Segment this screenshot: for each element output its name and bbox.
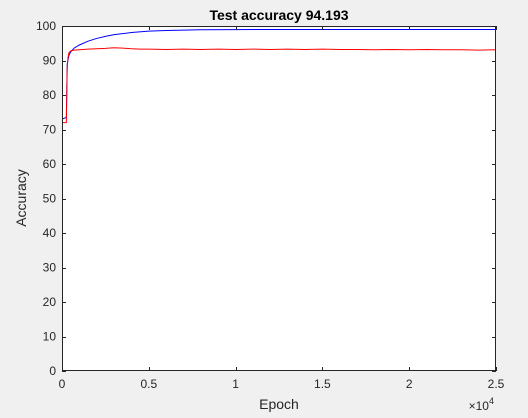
- y-tick-label: 70: [43, 123, 57, 137]
- y-axis-label: Accuracy: [13, 169, 29, 227]
- x-tick-label: 2: [406, 377, 413, 391]
- plot-area: [62, 26, 496, 371]
- x-axis-exponent-power: 4: [489, 396, 494, 406]
- y-tick-label: 80: [43, 88, 57, 102]
- x-axis-label: Epoch: [259, 396, 299, 412]
- axes-box: [62, 26, 496, 371]
- x-tick-label: 0: [59, 377, 66, 391]
- y-tick-label: 50: [43, 192, 57, 206]
- series-layer: [61, 28, 497, 124]
- y-tick-label: 40: [43, 226, 57, 240]
- y-tick-label: 10: [43, 330, 57, 344]
- x-tick-label: 1.5: [314, 377, 331, 391]
- y-tick-label: 20: [43, 295, 57, 309]
- y-tick-label: 60: [43, 157, 57, 171]
- x-tick-label: 0.5: [140, 377, 157, 391]
- y-tick-label: 0: [49, 364, 56, 378]
- y-tick-label: 90: [43, 54, 57, 68]
- y-tick-label: 100: [36, 19, 56, 33]
- x-axis-exponent-base: ×10: [469, 399, 490, 413]
- chart-title: Test accuracy 94.193: [209, 7, 348, 23]
- series-line-1: [61, 28, 496, 120]
- y-tick-label: 30: [43, 261, 57, 275]
- x-axis-exponent: ×104: [469, 396, 494, 413]
- x-tick-label: 1: [232, 377, 239, 391]
- series-line-2: [62, 47, 497, 124]
- axes-layer: 0 0.5 1 1.5 2 2.5 0 10 20 30 40 50 60 70 80 90 100: [36, 19, 505, 391]
- x-tick-label: 2.5: [488, 377, 505, 391]
